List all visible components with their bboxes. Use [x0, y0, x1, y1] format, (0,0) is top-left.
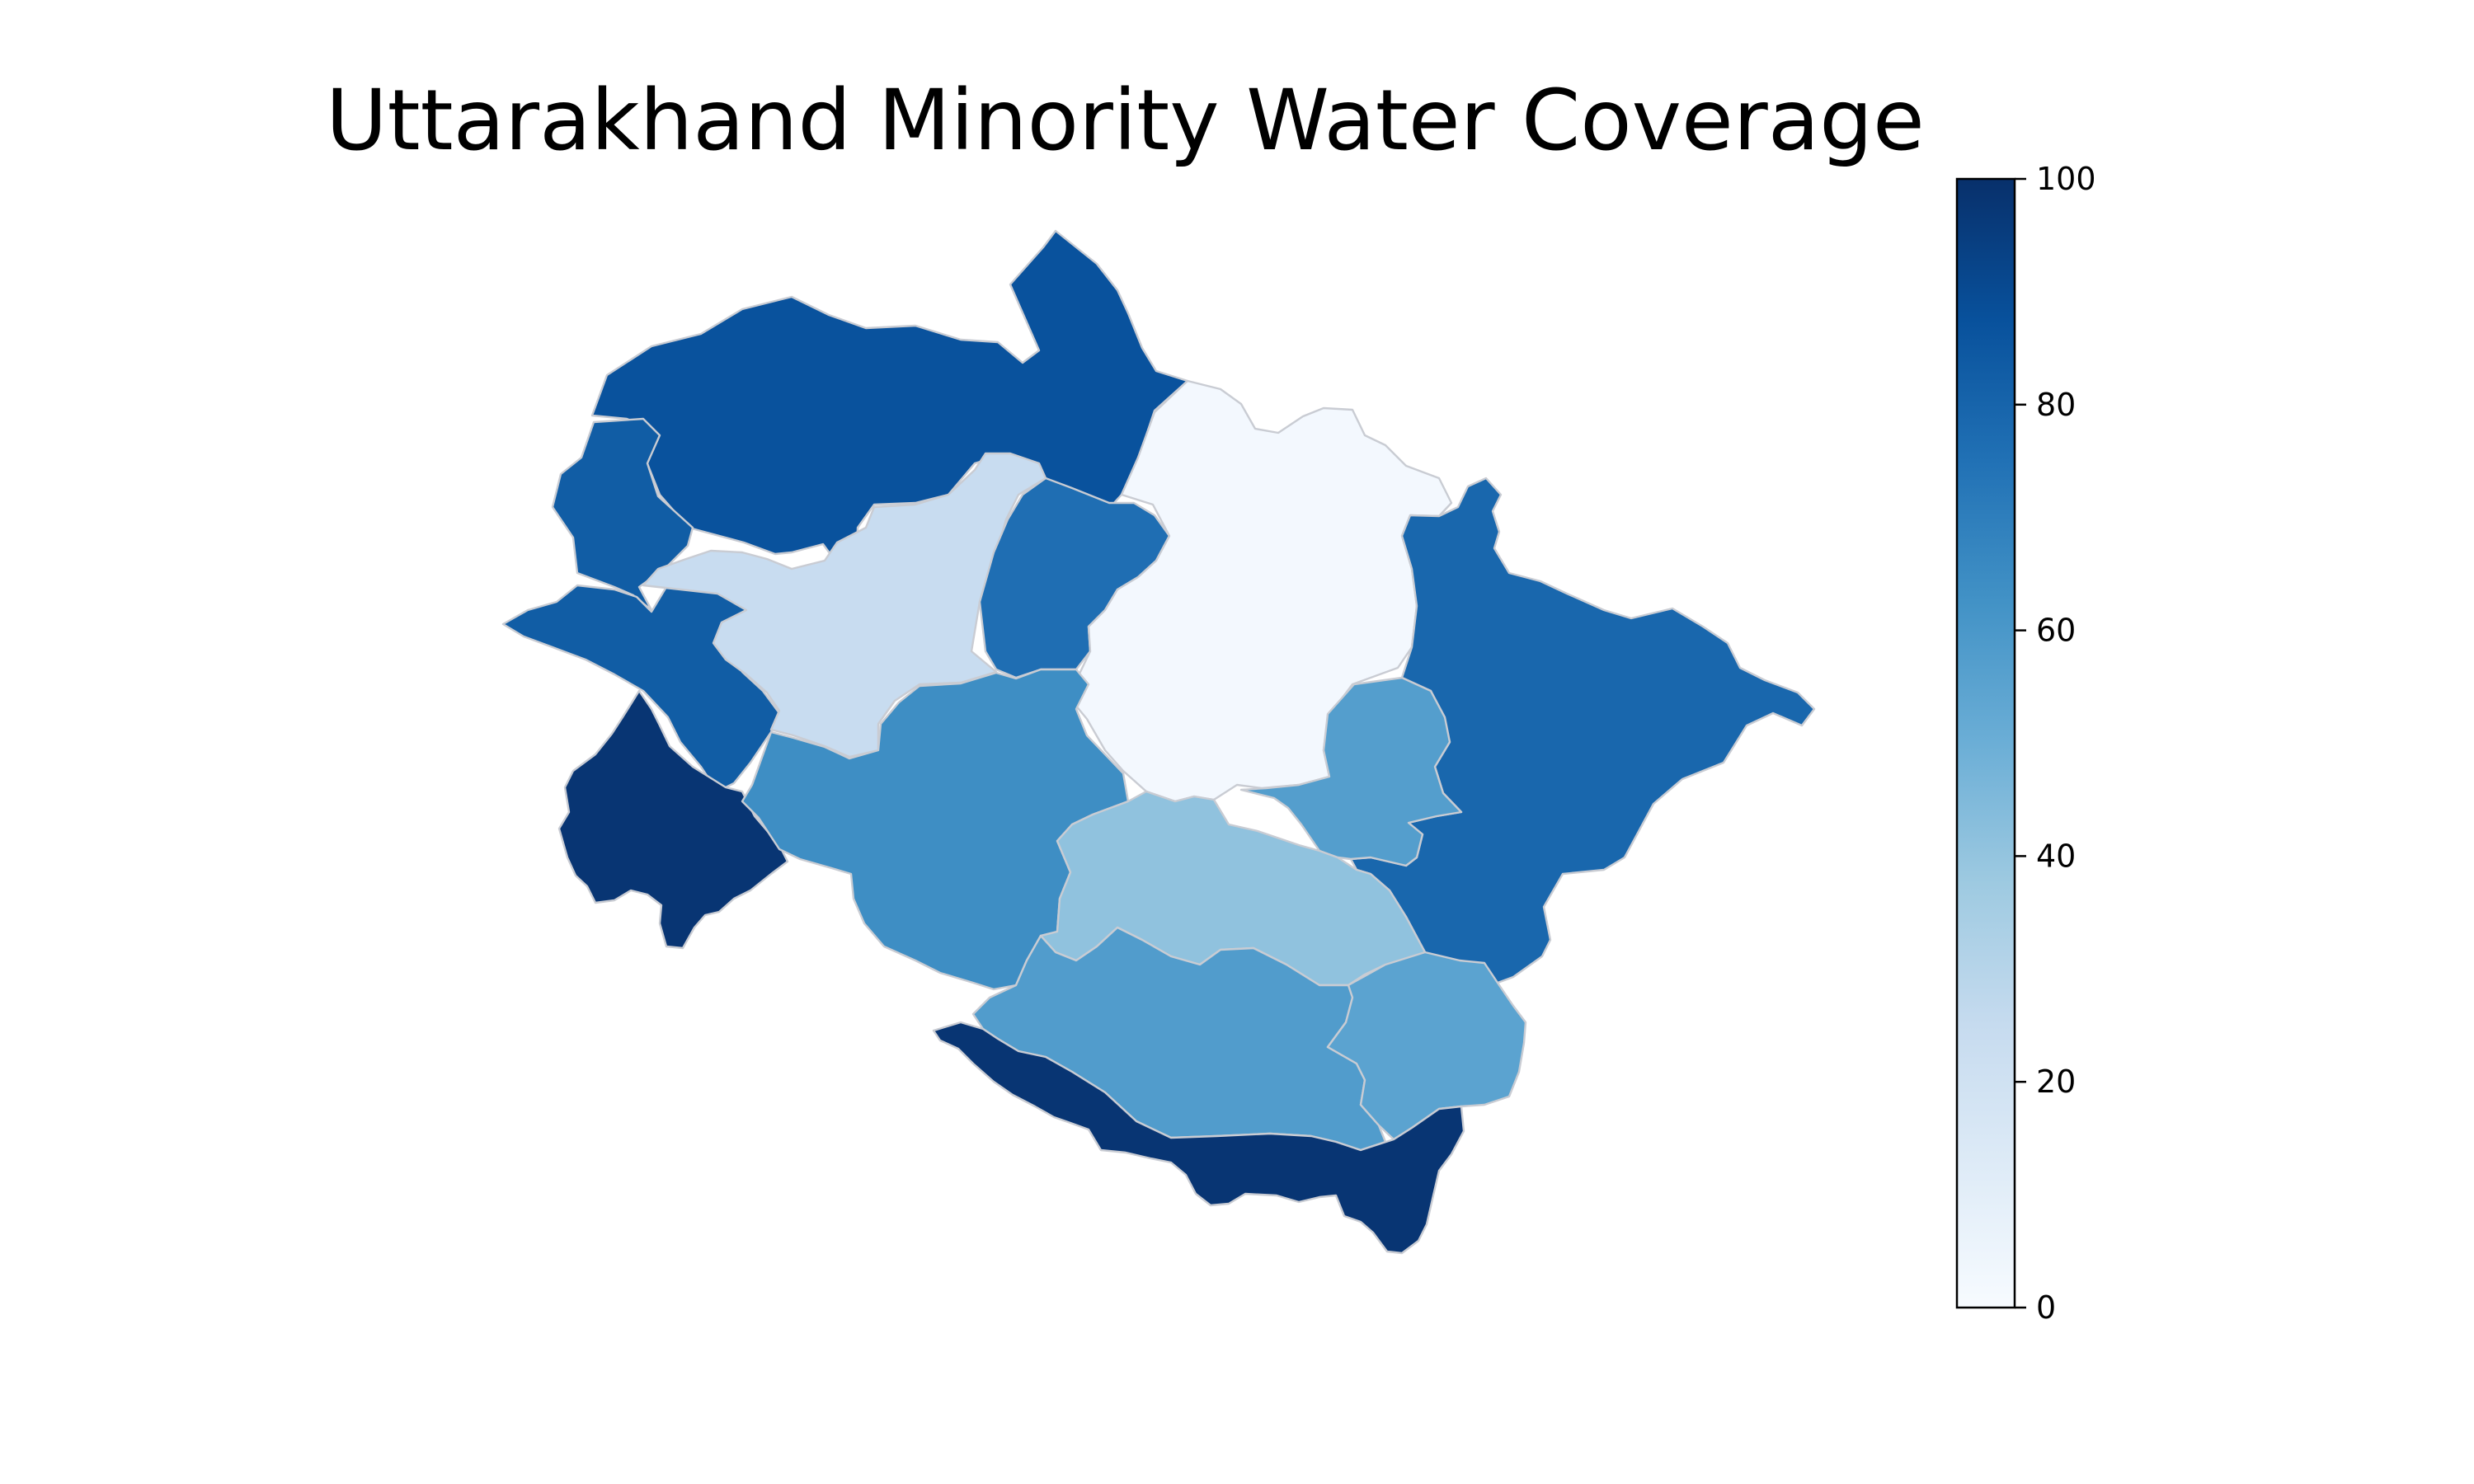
region-south-dark-strip[interactable]	[932, 1021, 1465, 1255]
region-east-central-small[interactable]	[1239, 676, 1463, 867]
colorbar-tick-label: 100	[2036, 161, 2096, 197]
colorbar-tick-label: 0	[2036, 1289, 2056, 1326]
region-far-west-middle[interactable]	[501, 567, 781, 793]
colorbar-tick-label: 80	[2036, 387, 2076, 423]
region-far-west-upper[interactable]	[551, 417, 694, 612]
colorbar-tick-label: 20	[2036, 1064, 2076, 1100]
region-south-west-dark[interactable]	[557, 689, 789, 950]
region-south-east-mid[interactable]	[1326, 951, 1527, 1141]
colorbar-gradient	[1955, 177, 2016, 1309]
colorbar-ticks: 0 20 40 60 80 100	[2015, 161, 2096, 1326]
map-title: Uttarakhand Minority Water Coverage	[326, 72, 1925, 170]
district-map	[501, 229, 1816, 1255]
colorbar: 0 20 40 60 80 100	[1955, 161, 2096, 1326]
colorbar-tick-label: 40	[2036, 838, 2076, 874]
colorbar-tick-label: 60	[2036, 613, 2076, 649]
